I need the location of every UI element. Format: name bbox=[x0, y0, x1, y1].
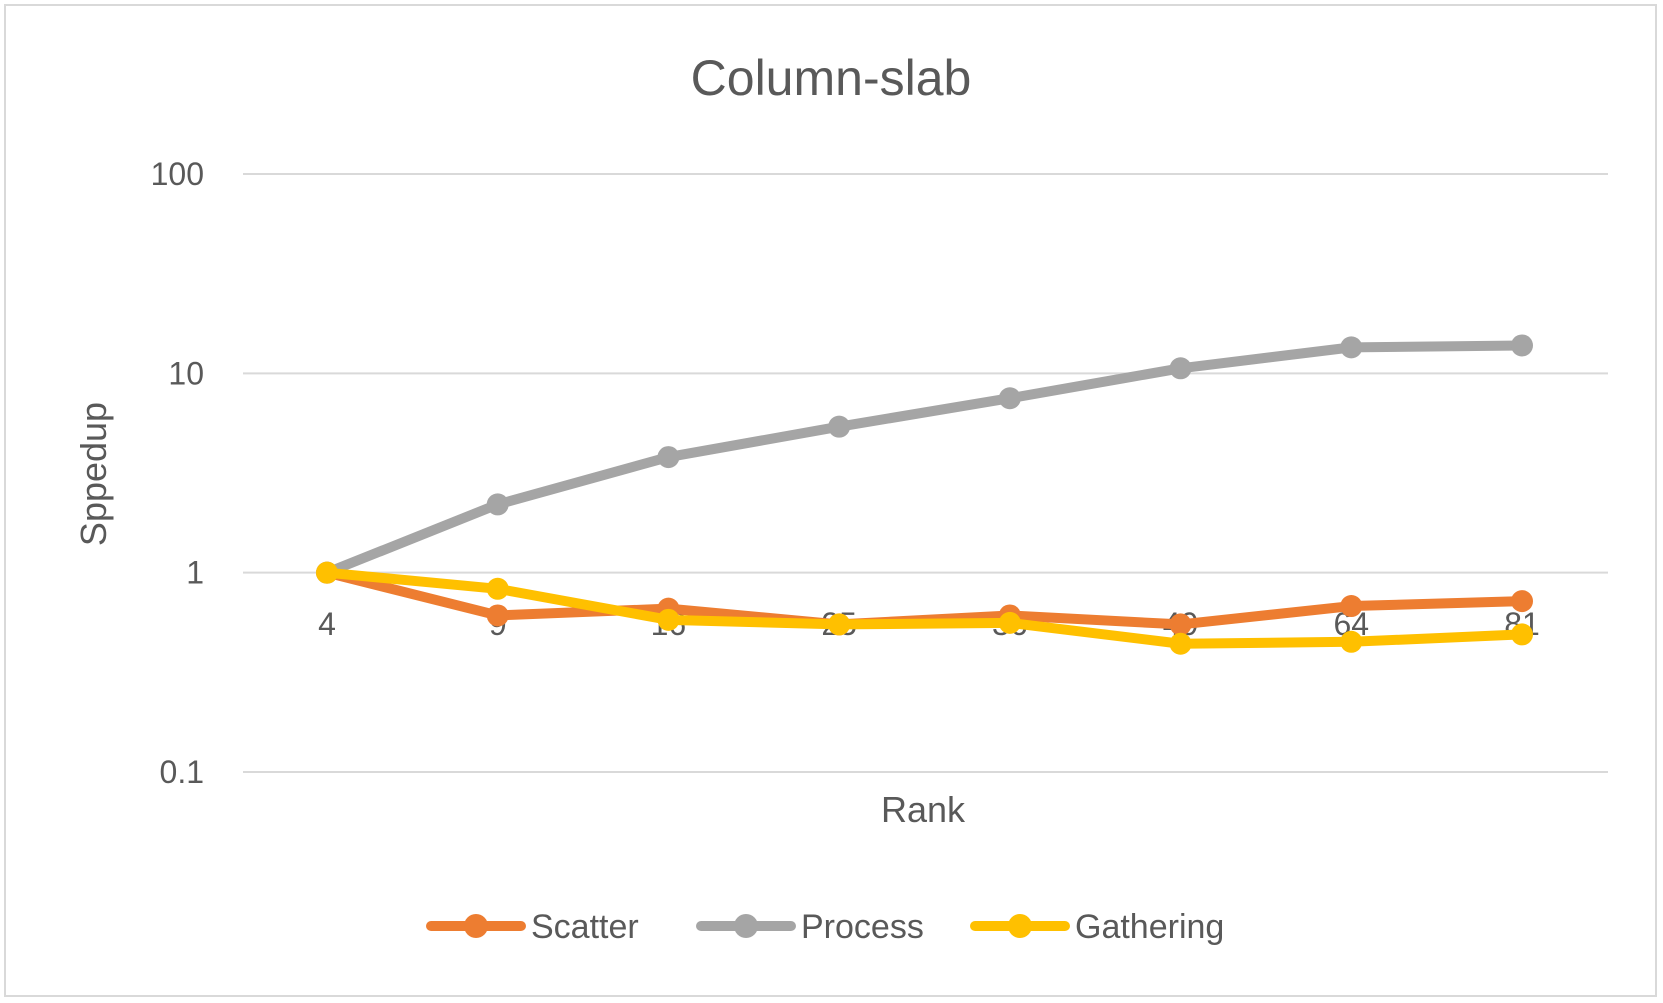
data-point bbox=[1169, 357, 1192, 380]
x-tick-label: 4 bbox=[318, 606, 336, 642]
legend-marker bbox=[734, 914, 758, 938]
data-point bbox=[1340, 336, 1363, 359]
data-point bbox=[1169, 632, 1192, 655]
chart-area bbox=[4, 4, 1657, 997]
data-point bbox=[1511, 590, 1533, 613]
legend: Scatter Process Gathering bbox=[426, 908, 1224, 946]
legend-label: Scatter bbox=[531, 908, 639, 946]
data-point bbox=[998, 611, 1021, 634]
y-axis-title: Sppedup bbox=[73, 402, 114, 546]
data-point bbox=[1511, 623, 1533, 646]
legend-marker bbox=[464, 914, 488, 938]
data-point bbox=[486, 493, 509, 516]
x-axis-title: Rank bbox=[881, 789, 966, 830]
data-point bbox=[1169, 613, 1192, 636]
data-point bbox=[828, 613, 851, 636]
data-point bbox=[1340, 595, 1363, 618]
data-point bbox=[657, 446, 680, 469]
data-point bbox=[998, 387, 1021, 410]
data-point bbox=[828, 415, 851, 438]
y-tick-label: 1 bbox=[186, 555, 204, 591]
data-point bbox=[1511, 334, 1533, 357]
data-point bbox=[316, 561, 338, 584]
data-point bbox=[486, 577, 509, 600]
legend-marker bbox=[1008, 914, 1032, 938]
y-tick-label: 100 bbox=[151, 156, 204, 192]
legend-item-gathering: Gathering bbox=[970, 908, 1224, 946]
legend-label: Gathering bbox=[1075, 908, 1224, 946]
series-process bbox=[316, 334, 1533, 584]
series-gathering bbox=[316, 561, 1533, 655]
y-axis-tick-labels: 0.1 1 10 100 bbox=[151, 156, 204, 790]
series-line bbox=[322, 567, 1527, 649]
series-line bbox=[322, 340, 1527, 578]
chart-title: Column-slab bbox=[691, 50, 972, 106]
legend-item-process: Process bbox=[696, 908, 924, 946]
legend-label: Process bbox=[801, 908, 924, 946]
data-point bbox=[1340, 630, 1363, 653]
data-series bbox=[316, 334, 1533, 655]
data-point bbox=[486, 604, 509, 627]
legend-item-scatter: Scatter bbox=[426, 908, 639, 946]
y-tick-label: 0.1 bbox=[160, 754, 204, 790]
data-point bbox=[657, 608, 680, 631]
gridlines bbox=[243, 173, 1608, 773]
y-tick-label: 10 bbox=[168, 355, 204, 391]
